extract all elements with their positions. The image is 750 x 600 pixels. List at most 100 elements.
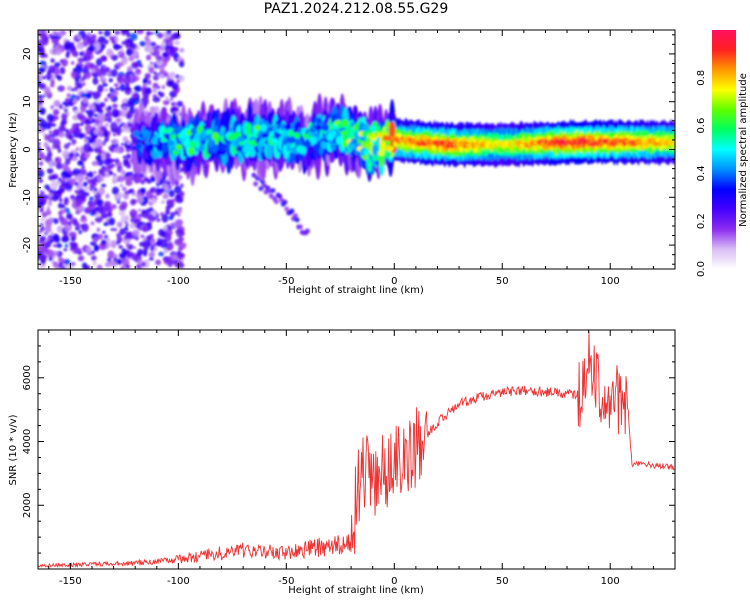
branch-mark — [284, 206, 290, 212]
x-tick-label: 50 — [496, 276, 509, 287]
speckle-mark — [38, 152, 45, 161]
speckle-mark — [39, 107, 46, 115]
speckle-mark — [67, 221, 72, 226]
speckle-mark — [70, 70, 79, 79]
speckle-mark — [129, 188, 135, 194]
speckle-mark — [61, 113, 68, 120]
speckle-mark — [103, 234, 109, 240]
speckle-mark — [134, 93, 138, 97]
speckle-mark — [156, 32, 164, 39]
speckle-mark — [98, 37, 103, 42]
speckle-mark — [125, 42, 132, 49]
branch-mark — [277, 193, 283, 199]
speckle-mark — [141, 96, 149, 106]
speckle-mark — [100, 183, 107, 188]
y-tick-label: 10 — [22, 95, 33, 108]
speckle-mark — [46, 249, 55, 259]
ridge-mark — [329, 130, 337, 137]
speckle-mark — [152, 96, 161, 103]
speckle-mark — [107, 250, 115, 259]
ridge-mark — [372, 154, 380, 162]
speckle-mark — [52, 244, 58, 248]
speckle-mark — [145, 190, 153, 200]
speckle-mark — [95, 216, 103, 223]
ridge-mark — [219, 143, 227, 151]
ridge-mark — [340, 130, 348, 136]
speckle-mark — [47, 200, 52, 206]
ridge-mark — [190, 127, 198, 135]
speckle-mark — [166, 199, 174, 206]
speckle-mark — [168, 226, 173, 230]
y-tick-label: 6000 — [22, 365, 33, 390]
speckle-mark — [93, 187, 98, 192]
speckle-mark — [129, 171, 133, 175]
speckle-mark — [68, 231, 77, 238]
ridge-mark — [308, 130, 316, 137]
speckle-mark — [111, 38, 116, 45]
speckle-mark — [107, 240, 112, 243]
speckle-mark — [121, 248, 127, 254]
speckle-mark — [77, 57, 85, 63]
speckle-mark — [38, 244, 43, 252]
speckle-mark — [52, 109, 60, 116]
speckle-mark — [110, 228, 114, 231]
speckle-mark — [63, 247, 68, 252]
speckle-mark — [116, 258, 123, 265]
speckle-mark — [84, 89, 89, 93]
speckle-mark — [66, 213, 73, 220]
y-tick-label: 4000 — [22, 429, 33, 454]
speckle-mark — [140, 234, 145, 238]
branch-mark — [294, 217, 300, 223]
colorbar-tick-label: 0.0 — [696, 261, 707, 277]
ridge-mark — [237, 136, 245, 141]
speckle-mark — [126, 254, 131, 259]
speckle-mark — [59, 66, 66, 75]
speckle-mark — [167, 180, 172, 185]
speckle-mark — [127, 141, 131, 145]
speckle-mark — [101, 165, 106, 170]
speckle-mark — [54, 32, 58, 36]
ridge-mark — [387, 145, 395, 152]
speckle-mark — [97, 199, 104, 207]
speckle-mark — [109, 170, 113, 176]
speckle-mark — [39, 51, 46, 58]
speckle-mark — [98, 30, 103, 35]
speckle-mark — [162, 225, 168, 231]
speckle-mark — [66, 50, 71, 56]
speckle-mark — [66, 93, 71, 98]
speckle-mark — [79, 104, 87, 113]
speckle-mark — [74, 127, 82, 136]
speckle-mark — [75, 202, 82, 207]
speckle-mark — [38, 77, 43, 81]
speckle-mark — [108, 217, 116, 226]
speckle-mark — [155, 259, 162, 266]
speckle-mark — [128, 118, 135, 124]
speckle-mark — [51, 195, 59, 202]
speckle-mark — [141, 209, 146, 215]
y-tick-label: 2000 — [22, 493, 33, 518]
speckle-mark — [88, 171, 94, 178]
speckle-mark — [42, 94, 46, 98]
speckle-mark — [96, 204, 104, 214]
speckle-mark — [124, 172, 131, 177]
speckle-mark — [64, 173, 72, 179]
speckle-mark — [103, 157, 112, 166]
speckle-mark — [62, 106, 66, 111]
speckle-mark — [130, 198, 136, 206]
speckle-mark — [60, 179, 66, 187]
speckle-mark — [159, 46, 165, 52]
speckle-mark — [103, 222, 109, 227]
speckle-mark — [48, 257, 53, 262]
speckle-mark — [110, 260, 118, 267]
speckle-mark — [97, 154, 102, 159]
speckle-mark — [61, 235, 70, 242]
speckle-mark — [84, 118, 91, 125]
speckle-mark — [117, 50, 123, 55]
speckle-mark — [93, 113, 99, 118]
speckle-mark — [124, 220, 129, 225]
speckle-mark — [125, 243, 130, 248]
snr-x-axis-label: Height of straight line (km) — [288, 585, 424, 596]
speckle-mark — [160, 187, 165, 193]
speckle-mark — [98, 187, 106, 195]
speckle-mark — [38, 178, 43, 184]
